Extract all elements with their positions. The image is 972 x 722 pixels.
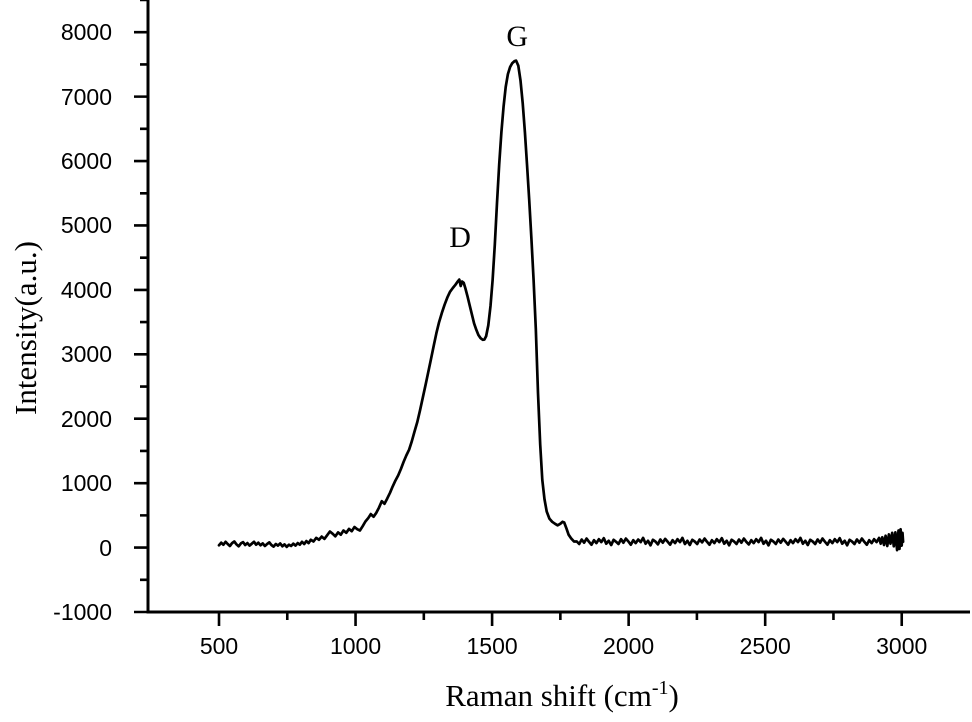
y-tick-label-3000: 3000 [60,341,112,368]
x-tick-label-1000: 1000 [329,633,382,659]
y-tick-label-0: 0 [99,534,112,561]
axis-ticks [134,0,904,626]
y-axis-title-text: Intensity(a.u.) [8,241,43,415]
x-tick-label-1500: 1500 [466,633,518,659]
x-axis-title-suffix: ) [668,678,679,713]
x-tick-label-500: 500 [199,633,239,659]
x-tick-label-2000: 2000 [603,633,655,659]
y-tick-label-8000: 8000 [60,19,112,46]
y-tick-label-1000: 1000 [60,470,112,497]
x-tick-label-3000: 3000 [876,633,928,659]
x-tick-label-2500: 2500 [739,633,791,659]
y-tick-label-4000: 4000 [60,276,112,303]
y-tick-label-6000: 6000 [60,148,112,175]
peak-label-g: G [506,20,529,54]
y-tick-label--1000: -1000 [53,599,112,625]
x-axis-title-prefix: Raman shift (cm [445,678,652,713]
y-tick-label-5000: 5000 [60,212,112,239]
y-axis-title: Intensity(a.u.) [8,241,44,415]
y-tick-label-7000: 7000 [60,83,112,110]
x-axis-title: Raman shift (cm-1) [445,677,679,714]
peak-label-d: D [449,221,471,255]
x-axis-title-superscript: -1 [651,677,669,699]
spectrum-curve [217,59,905,552]
y-tick-label-2000: 2000 [60,405,112,432]
axes-lines [146,0,970,614]
